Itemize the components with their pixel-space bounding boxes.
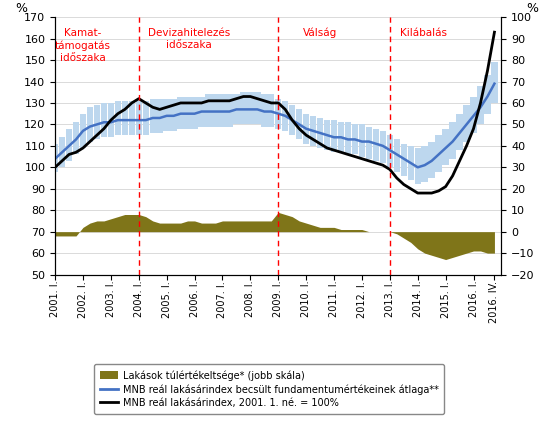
Bar bbox=[456, 114, 463, 150]
Bar bbox=[289, 105, 295, 135]
Bar bbox=[101, 103, 107, 137]
Text: Devizahitelezés
időszaka: Devizahitelezés időszaka bbox=[148, 28, 230, 50]
Bar bbox=[401, 144, 407, 176]
Text: %: % bbox=[15, 2, 28, 15]
Bar bbox=[435, 135, 442, 172]
Bar bbox=[143, 101, 149, 135]
Bar bbox=[408, 146, 414, 180]
Bar bbox=[80, 114, 86, 148]
Bar bbox=[247, 92, 253, 124]
Bar bbox=[366, 127, 372, 159]
Bar bbox=[282, 101, 288, 131]
Bar bbox=[442, 129, 449, 165]
Bar bbox=[73, 122, 79, 154]
Bar bbox=[352, 124, 358, 154]
Legend: Lakások túlértékeltsége* (jobb skála), MNB reál lakásárindex becsült fundamentum: Lakások túlértékeltsége* (jobb skála), M… bbox=[94, 364, 444, 414]
Bar bbox=[477, 86, 484, 124]
Bar bbox=[198, 97, 205, 127]
Bar bbox=[484, 75, 491, 114]
Bar bbox=[240, 92, 247, 124]
Bar bbox=[219, 94, 226, 127]
Bar bbox=[338, 122, 344, 152]
Bar bbox=[450, 122, 456, 159]
Bar bbox=[429, 142, 435, 178]
Bar bbox=[372, 129, 379, 161]
Bar bbox=[359, 124, 365, 157]
Bar bbox=[164, 99, 170, 131]
Bar bbox=[212, 94, 219, 127]
Bar bbox=[310, 116, 316, 146]
Bar bbox=[471, 97, 477, 133]
Bar bbox=[136, 101, 142, 135]
Bar bbox=[206, 94, 212, 127]
Bar bbox=[94, 105, 100, 139]
Bar bbox=[380, 131, 386, 163]
Bar bbox=[296, 109, 302, 139]
Bar bbox=[128, 101, 135, 135]
Text: %: % bbox=[527, 2, 539, 15]
Bar bbox=[52, 144, 58, 172]
Bar bbox=[233, 94, 240, 124]
Bar bbox=[191, 97, 198, 129]
Bar bbox=[177, 97, 184, 129]
Text: Kilábalás: Kilábalás bbox=[400, 28, 447, 38]
Bar bbox=[317, 118, 323, 148]
Bar bbox=[303, 114, 309, 144]
Bar bbox=[226, 94, 233, 127]
Bar bbox=[414, 148, 421, 184]
Bar bbox=[185, 97, 191, 129]
Bar bbox=[331, 120, 337, 152]
Text: Kamat-
támogatás
időszaka: Kamat- támogatás időszaka bbox=[55, 28, 111, 63]
Bar bbox=[170, 99, 177, 131]
Bar bbox=[387, 135, 393, 167]
Bar bbox=[463, 105, 470, 142]
Bar bbox=[268, 94, 274, 127]
Bar bbox=[156, 99, 163, 133]
Bar bbox=[115, 101, 121, 135]
Bar bbox=[261, 94, 268, 127]
Bar bbox=[422, 146, 428, 182]
Text: Válság: Válság bbox=[303, 28, 337, 38]
Bar bbox=[345, 122, 351, 154]
Bar bbox=[393, 139, 400, 172]
Bar bbox=[107, 103, 114, 137]
Bar bbox=[122, 101, 128, 135]
Bar bbox=[254, 92, 261, 124]
Bar bbox=[149, 99, 156, 133]
Bar bbox=[59, 137, 65, 167]
Bar bbox=[324, 120, 330, 150]
Bar bbox=[491, 62, 498, 103]
Bar bbox=[87, 107, 93, 142]
Bar bbox=[66, 129, 72, 161]
Bar bbox=[275, 99, 282, 129]
